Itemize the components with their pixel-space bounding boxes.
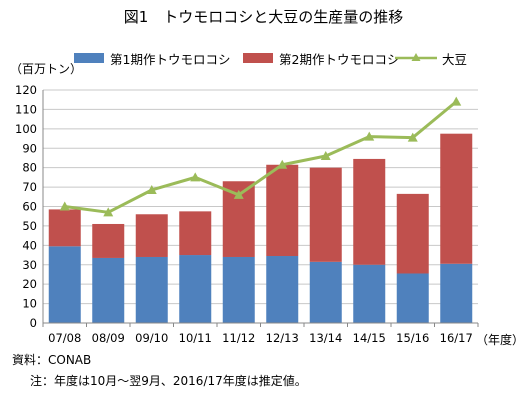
x-tick-label: 11/12: [222, 331, 255, 345]
soy-point: [320, 151, 331, 161]
bar-corn1: [266, 256, 299, 323]
bar-corn2: [309, 167, 342, 262]
y-axis-unit-label: （百万トン）: [10, 62, 83, 76]
bar-corn2: [92, 223, 125, 258]
source-note: 資料：CONAB: [12, 353, 92, 367]
y-tick-label: 50: [22, 219, 37, 233]
y-tick-label: 30: [22, 258, 37, 272]
y-tick-label: 20: [22, 277, 37, 291]
bar-corn1: [48, 246, 81, 323]
soy-point: [451, 96, 462, 106]
chart-title: 図1 トウモロコシと大豆の生産量の推移: [123, 8, 404, 26]
x-tick-label: 08/09: [92, 331, 125, 345]
soy-series-line: [64, 100, 458, 214]
legend-label-corn2: 第2期作トウモロコシ: [279, 52, 399, 67]
soy-point: [146, 184, 157, 194]
legend: 第1期作トウモロコシ 第2期作トウモロコシ 大豆: [74, 52, 467, 67]
bar-corn2: [266, 164, 299, 257]
y-tick-label: 40: [22, 238, 37, 252]
soy-point: [407, 132, 418, 142]
bar-corn1: [92, 257, 125, 323]
x-tick-labels: 07/08 08/09 09/10 10/11 11/12 12/13 13/14 14/15…: [48, 331, 473, 345]
bars: [48, 133, 473, 323]
y-tick-labels: 0 10 20 30 40 50 60 70 80 90 100 110 120: [15, 83, 37, 330]
soy-point: [277, 159, 288, 169]
y-tick-label: 80: [22, 161, 37, 175]
soy-point: [190, 172, 201, 182]
legend-marker-soy: [411, 53, 421, 61]
bar-corn1: [179, 255, 212, 323]
x-axis-unit-label: （年度）: [476, 333, 525, 347]
bar-corn2: [396, 193, 429, 274]
y-tick-label: 100: [15, 122, 37, 136]
legend-swatch-corn1: [74, 53, 104, 63]
x-tick-label: 14/15: [353, 331, 386, 345]
bar-corn2: [48, 209, 81, 247]
bar-corn1: [135, 256, 168, 323]
y-tick-label: 120: [15, 83, 37, 97]
x-tick-label: 07/08: [48, 331, 81, 345]
bar-corn1: [396, 273, 429, 323]
y-tick-label: 10: [22, 297, 37, 311]
y-tick-label: 70: [22, 180, 37, 194]
footnote: 注：年度は10月〜翌9月、2016/17年度は推定値。: [30, 374, 307, 388]
soy-point: [233, 189, 244, 199]
y-tick-label: 60: [22, 200, 37, 214]
soy-point: [103, 207, 114, 217]
legend-label-corn1: 第1期作トウモロコシ: [110, 52, 230, 67]
bar-corn1: [353, 264, 386, 323]
bar-corn2: [179, 211, 212, 256]
y-tick-label: 90: [22, 141, 37, 155]
legend-swatch-corn2: [243, 53, 273, 63]
soy-point: [59, 201, 70, 211]
soy-line: [59, 96, 462, 217]
legend-label-soy: 大豆: [442, 52, 467, 67]
y-tick-label: 110: [15, 102, 37, 116]
soy-point: [364, 131, 375, 141]
y-tick-label: 0: [30, 316, 37, 330]
bar-corn2: [135, 214, 168, 257]
bar-corn1: [309, 261, 342, 323]
x-tick-label: 12/13: [266, 331, 299, 345]
bar-corn2: [440, 133, 473, 264]
x-tick-label: 16/17: [440, 331, 473, 345]
bar-corn1: [440, 263, 473, 323]
x-tick-label: 15/16: [396, 331, 429, 345]
x-tick-label: 13/14: [309, 331, 342, 345]
axes: [42, 90, 479, 327]
x-tick-label: 09/10: [135, 331, 168, 345]
x-tick-label: 10/11: [179, 331, 212, 345]
bar-corn2: [353, 158, 386, 265]
bar-corn1: [222, 256, 255, 323]
